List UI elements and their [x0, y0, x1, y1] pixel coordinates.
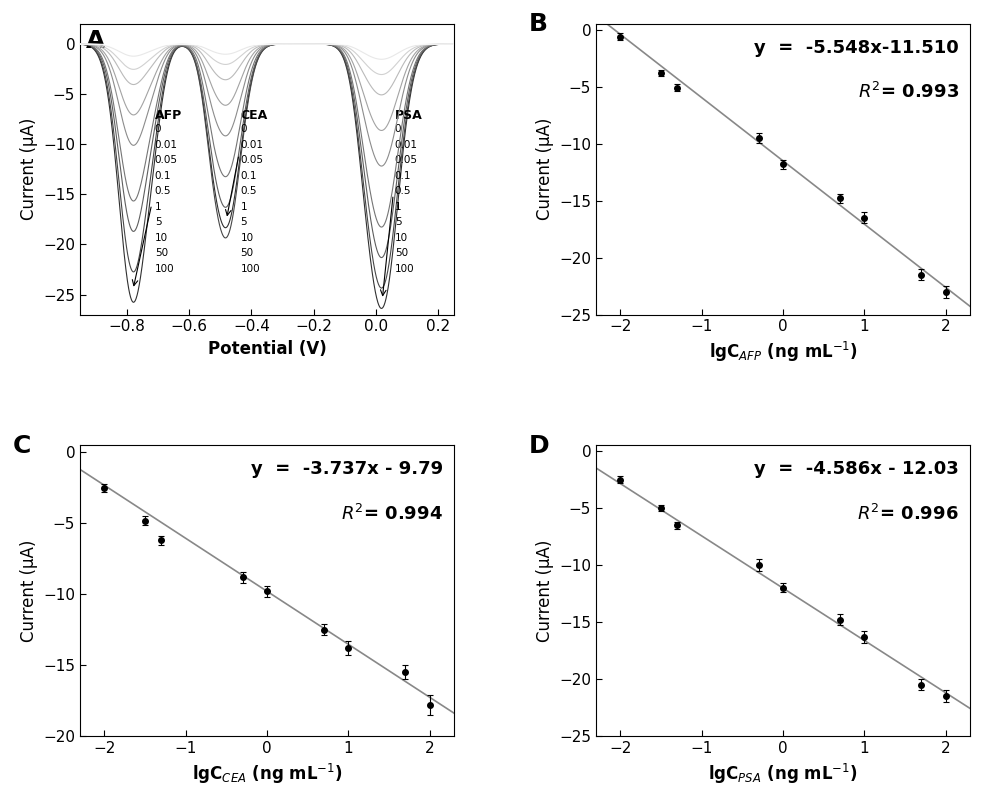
Text: 0.5: 0.5	[395, 186, 411, 196]
Text: 1: 1	[395, 202, 401, 212]
Text: 0.1: 0.1	[155, 171, 171, 181]
Text: 50: 50	[155, 249, 168, 258]
Text: 0.05: 0.05	[155, 155, 178, 166]
Text: $R^2$= 0.993: $R^2$= 0.993	[858, 82, 959, 102]
Text: $R^2$= 0.996: $R^2$= 0.996	[857, 503, 959, 524]
Text: 0.5: 0.5	[240, 186, 257, 196]
Text: B: B	[529, 12, 548, 36]
Text: 100: 100	[395, 264, 414, 274]
X-axis label: lgC$_{CEA}$ (ng mL$^{-1}$): lgC$_{CEA}$ (ng mL$^{-1}$)	[192, 762, 342, 786]
Text: 0.1: 0.1	[395, 171, 411, 181]
Text: 50: 50	[395, 249, 408, 258]
Text: 5: 5	[395, 218, 401, 227]
Text: 0: 0	[155, 124, 161, 134]
Text: 0: 0	[395, 124, 401, 134]
Text: 10: 10	[395, 233, 408, 243]
Text: 0.05: 0.05	[395, 155, 418, 166]
Text: 50: 50	[240, 249, 254, 258]
Text: 0.01: 0.01	[155, 140, 178, 150]
Text: 10: 10	[240, 233, 254, 243]
Text: 1: 1	[240, 202, 247, 212]
Y-axis label: Current (μA): Current (μA)	[20, 118, 38, 221]
Text: $R^2$= 0.994: $R^2$= 0.994	[341, 503, 443, 524]
Text: 5: 5	[240, 218, 247, 227]
Text: 0: 0	[240, 124, 247, 134]
Text: y  =  -4.586x - 12.03: y = -4.586x - 12.03	[754, 460, 959, 478]
Text: y  =  -5.548x-11.510: y = -5.548x-11.510	[754, 38, 959, 57]
Text: 0.01: 0.01	[240, 140, 263, 150]
Text: 0.5: 0.5	[155, 186, 171, 196]
Text: 0.05: 0.05	[240, 155, 263, 166]
Text: PSA: PSA	[395, 110, 422, 122]
Text: 0.01: 0.01	[395, 140, 418, 150]
Text: 0.1: 0.1	[240, 171, 257, 181]
Text: 5: 5	[155, 218, 161, 227]
Text: y  =  -3.737x - 9.79: y = -3.737x - 9.79	[251, 460, 443, 478]
Text: D: D	[529, 434, 549, 458]
Text: 100: 100	[240, 264, 260, 274]
Y-axis label: Current (μA): Current (μA)	[536, 539, 554, 642]
Text: AFP: AFP	[155, 110, 182, 122]
Text: C: C	[13, 434, 31, 458]
Y-axis label: Current (μA): Current (μA)	[536, 118, 554, 221]
Text: A: A	[86, 29, 106, 53]
Text: CEA: CEA	[240, 110, 268, 122]
Text: 1: 1	[155, 202, 161, 212]
Text: 100: 100	[155, 264, 174, 274]
Text: 10: 10	[155, 233, 168, 243]
X-axis label: Potential (V): Potential (V)	[208, 340, 326, 358]
Y-axis label: Current (μA): Current (μA)	[20, 539, 38, 642]
X-axis label: lgC$_{PSA}$ (ng mL$^{-1}$): lgC$_{PSA}$ (ng mL$^{-1}$)	[708, 762, 858, 786]
X-axis label: lgC$_{AFP}$ (ng mL$^{-1}$): lgC$_{AFP}$ (ng mL$^{-1}$)	[709, 340, 857, 364]
